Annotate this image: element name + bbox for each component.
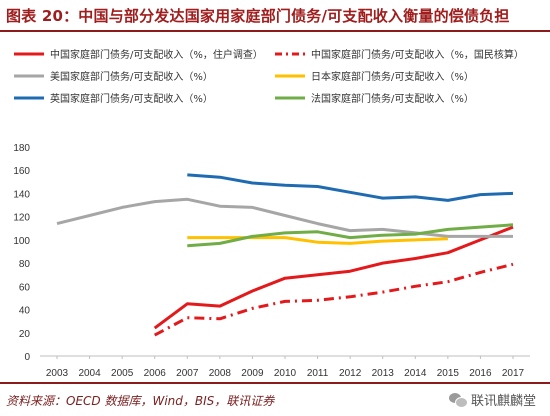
x-tick-label: 2015 xyxy=(437,368,460,379)
footer: 资料来源：OECD 数据库，Wind，BIS，联讯证券 联讯麒麟堂 xyxy=(0,382,550,416)
series-line-5 xyxy=(187,173,514,202)
x-tick-label: 2007 xyxy=(176,368,199,379)
title-bar: 图表 20：中国与部分发达国家用家庭部门债务/可支配收入衡量的偿债负担 xyxy=(0,0,550,32)
legend-label: 中国家庭部门债务/可支配收入（%，国民核算） xyxy=(311,48,524,61)
y-tick-label: 60 xyxy=(19,282,31,293)
y-tick-label: 0 xyxy=(24,352,30,363)
x-tick-label: 2017 xyxy=(502,368,525,379)
x-tick-label: 2009 xyxy=(241,368,264,379)
legend-item: 英国家庭部门债务/可支配收入（%） xyxy=(14,92,213,105)
x-tick-label: 2016 xyxy=(469,368,492,379)
x-tick-label: 2008 xyxy=(209,368,232,379)
y-tick-label: 100 xyxy=(13,236,30,247)
series-line-4 xyxy=(187,236,448,245)
x-tick-label: 2004 xyxy=(78,368,101,379)
series-line-3 xyxy=(56,197,513,238)
source-note: 资料来源：OECD 数据库，Wind，BIS，联讯证券 xyxy=(6,394,275,408)
series-line-2 xyxy=(153,262,514,337)
watermark: 联讯麒麟堂 xyxy=(448,390,536,409)
legend-label: 日本家庭部门债务/可支配收入（%） xyxy=(311,70,474,83)
y-tick-label: 160 xyxy=(13,166,30,177)
chart-title: 图表 20：中国与部分发达国家用家庭部门债务/可支配收入衡量的偿债负担 xyxy=(6,7,510,25)
y-tick-label: 120 xyxy=(13,213,30,224)
x-tick-label: 2003 xyxy=(46,368,69,379)
x-tick-label: 2013 xyxy=(372,368,395,379)
legend-item: 中国家庭部门债务/可支配收入（%，国民核算） xyxy=(275,48,524,61)
y-axis-ticks: 0 20 40 60 80 100 120 140 160 180 xyxy=(13,143,30,363)
legend-label: 中国家庭部门债务/可支配收入（%，住户调查） xyxy=(50,48,263,61)
x-tick-label: 2014 xyxy=(404,368,427,379)
legend-item: 法国家庭部门债务/可支配收入（%） xyxy=(275,92,474,105)
y-tick-label: 180 xyxy=(13,143,30,154)
legend-item: 日本家庭部门债务/可支配收入（%） xyxy=(275,70,474,83)
legend-label: 英国家庭部门债务/可支配收入（%） xyxy=(50,92,213,105)
x-tick-label: 2012 xyxy=(339,368,362,379)
legend-label: 美国家庭部门债务/可支配收入（%） xyxy=(50,70,213,83)
legend-item: 中国家庭部门债务/可支配收入（%，住户调查） xyxy=(14,48,263,61)
x-tick-label: 2006 xyxy=(144,368,167,379)
legend-item: 美国家庭部门债务/可支配收入（%） xyxy=(14,70,213,83)
legend-label: 法国家庭部门债务/可支配收入（%） xyxy=(311,92,474,105)
y-tick-label: 140 xyxy=(13,189,30,200)
watermark-label: 联讯麒麟堂 xyxy=(470,394,536,409)
chart-area: 中国家庭部门债务/可支配收入（%，住户调查） 中国家庭部门债务/可支配收入（%，国… xyxy=(13,48,530,379)
y-tick-label: 40 xyxy=(19,306,31,317)
series-lines xyxy=(56,173,514,337)
series-line-1 xyxy=(153,225,514,330)
wechat-icon xyxy=(448,392,468,408)
y-tick-label: 80 xyxy=(19,259,31,270)
y-tick-label: 20 xyxy=(19,329,31,340)
x-tick-label: 2010 xyxy=(274,368,297,379)
chart-legend: 中国家庭部门债务/可支配收入（%，住户调查） 中国家庭部门债务/可支配收入（%，国… xyxy=(14,48,524,105)
series-line-6 xyxy=(187,223,514,248)
x-axis-ticks: 2003 2004 2005 2006 2007 2008 2009 2010 2011 2012… xyxy=(46,356,525,379)
x-tick-label: 2011 xyxy=(307,368,329,379)
x-tick-label: 2005 xyxy=(111,368,134,379)
